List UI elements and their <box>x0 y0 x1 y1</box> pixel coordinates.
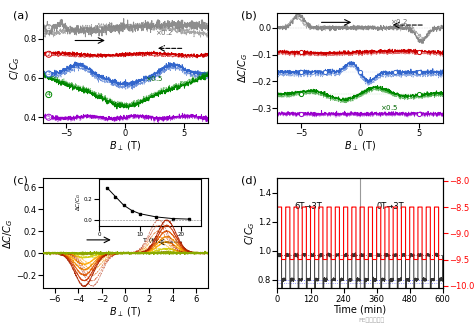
Text: 2K~20K: 2K~20K <box>159 206 189 215</box>
Text: 1: 1 <box>47 25 50 30</box>
Text: 5: 5 <box>47 115 50 120</box>
Y-axis label: $\Delta C/C_G$: $\Delta C/C_G$ <box>1 218 15 249</box>
Text: (d): (d) <box>241 176 257 186</box>
Text: $\times$0.5: $\times$0.5 <box>145 74 164 83</box>
X-axis label: $B_\perp$ (T): $B_\perp$ (T) <box>109 140 141 153</box>
X-axis label: $B_\perp$ (T): $B_\perp$ (T) <box>344 140 376 153</box>
Y-axis label: $\Delta C/C_G$: $\Delta C/C_G$ <box>236 53 249 83</box>
X-axis label: $B_\perp$ (T): $B_\perp$ (T) <box>109 305 141 318</box>
Text: 6T→3T: 6T→3T <box>294 202 322 211</box>
Text: FE图南工作室: FE图南工作室 <box>358 318 385 323</box>
Text: (b): (b) <box>241 11 257 21</box>
Text: (a): (a) <box>13 11 29 21</box>
Y-axis label: $C/C_G$: $C/C_G$ <box>243 221 257 245</box>
X-axis label: Time (min): Time (min) <box>334 305 387 315</box>
Text: $\times$0.5: $\times$0.5 <box>380 103 398 112</box>
Y-axis label: $C/C_G$: $C/C_G$ <box>8 56 22 80</box>
Text: (c): (c) <box>13 176 28 186</box>
Text: 2: 2 <box>47 52 51 57</box>
Text: 3: 3 <box>47 71 51 76</box>
Text: $\times$0.2: $\times$0.2 <box>155 28 173 37</box>
Text: 4: 4 <box>47 92 51 97</box>
Text: $\times$0.2: $\times$0.2 <box>390 17 407 26</box>
Text: 0T→3T: 0T→3T <box>377 202 404 211</box>
